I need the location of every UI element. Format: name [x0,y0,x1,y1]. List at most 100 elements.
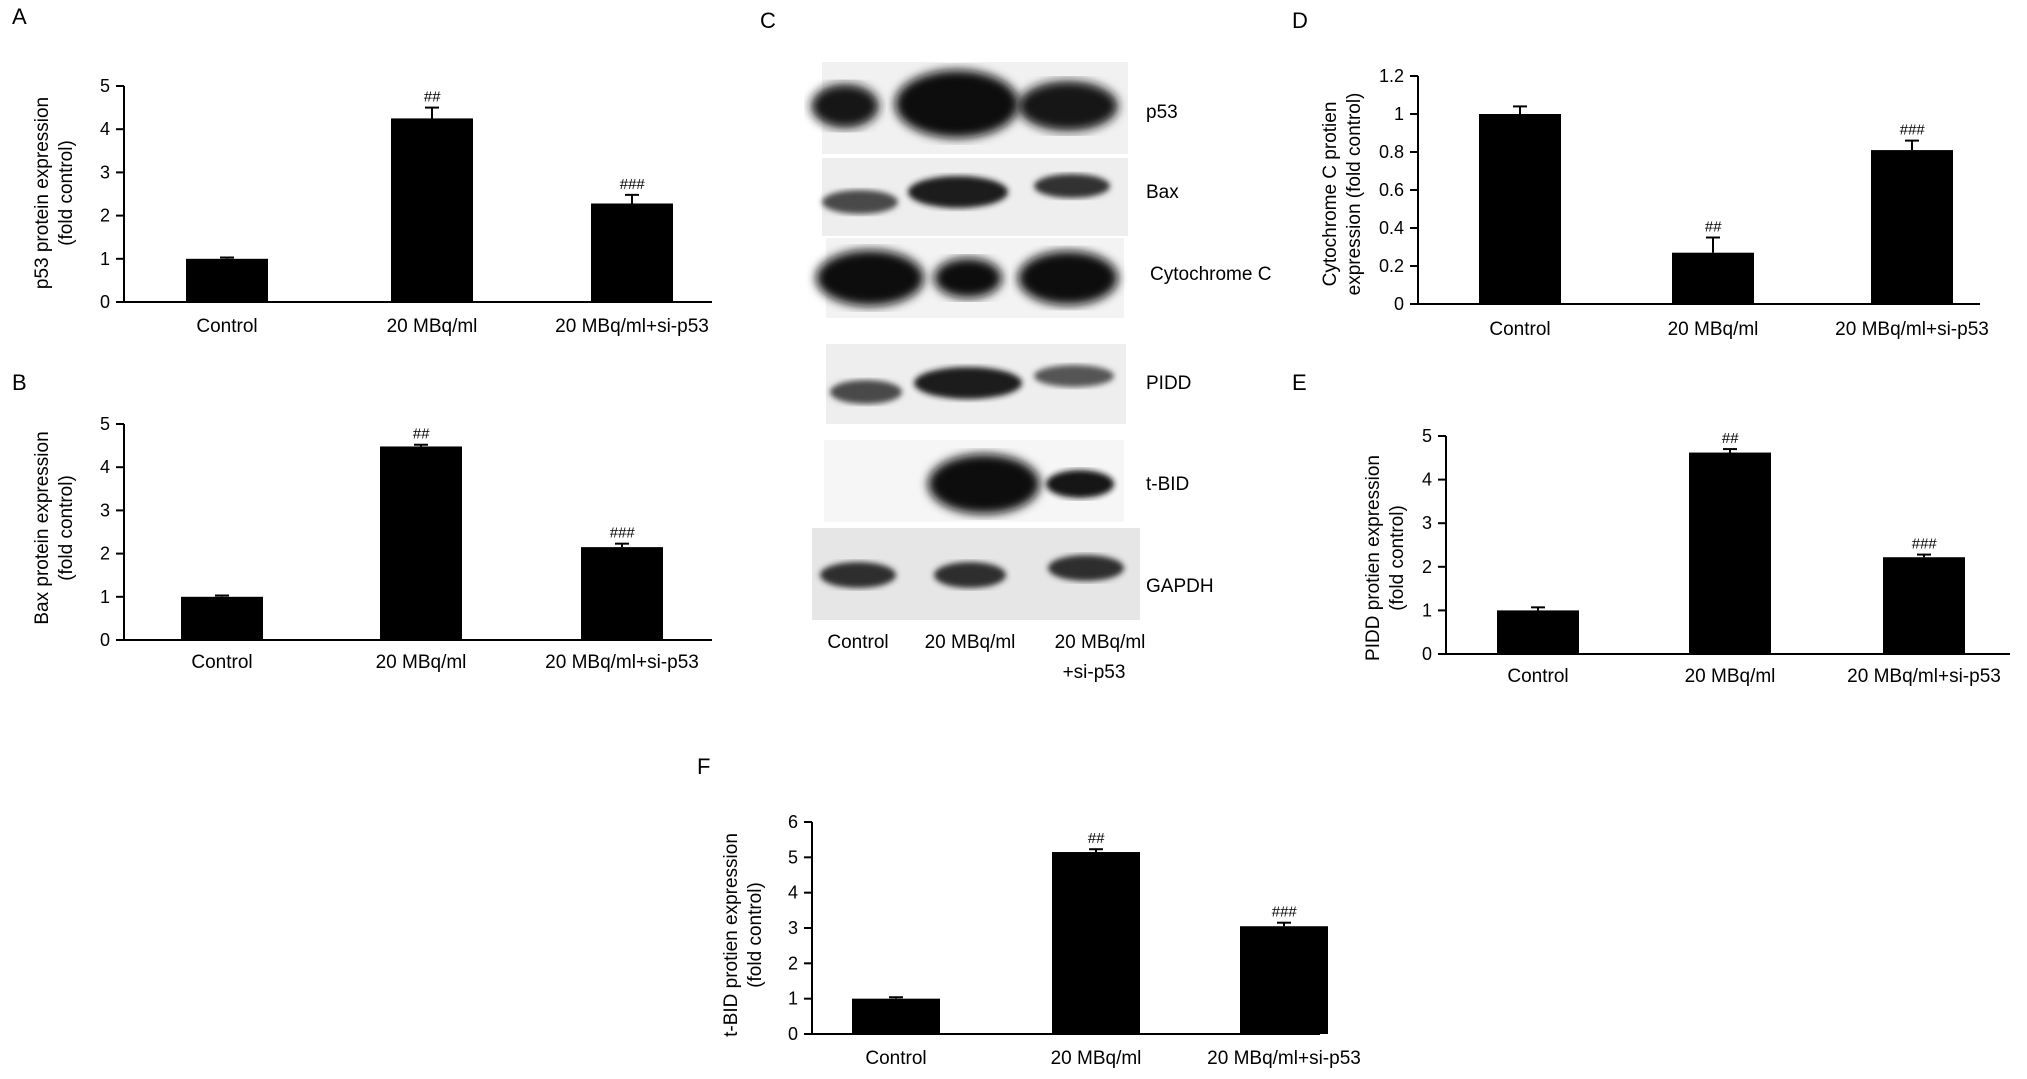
y-tick-label: 2 [100,206,110,226]
significance-mark: ### [1911,536,1937,553]
category-label: 20 MBq/ml [1668,319,1759,340]
y-tick-label: 3 [1422,513,1432,533]
y-tick-label: 0.8 [1379,142,1404,162]
y-tick-label: 1.2 [1379,66,1404,86]
bar-f-1 [1052,852,1140,1034]
band-cytc-20mbq [934,258,1002,298]
y-tick-label: 5 [100,76,110,96]
bar-f-2 [1240,926,1328,1034]
bar-chart-f: 0 1 2 3 4 5 6 Control ## 20 MBq/ml ### 20 MBq/ml+si… [788,812,1361,1069]
ylabel-f-line1: t-BID protien expression [721,833,742,1037]
category-label: 20 MBq/ml+si-p53 [1207,1048,1361,1069]
blot-label-tbid: t-BID [1146,474,1189,495]
ylabel-f-line2: (fold control) [745,882,766,988]
band-tbid-20mbq [928,454,1040,514]
y-tick-label: 2 [100,544,110,564]
y-tick-label: 0 [788,1024,798,1044]
category-label: 20 MBq/ml+si-p53 [545,652,699,673]
y-tick-label: 5 [100,414,110,434]
bar-b-0 [181,596,263,640]
y-tick-label: 0.4 [1379,218,1404,238]
ylabel-d-line2: expression (fold control) [1344,93,1365,296]
panel-letter-d: D [1292,8,1308,33]
band-gapdh-20mbq [934,562,1006,588]
significance-mark: ### [1899,122,1925,139]
band-gapdh-control [820,562,896,588]
ylabel-d: Cytochrome C protien expression (fold co… [1320,93,1365,296]
bar-e-2 [1883,557,1965,654]
ylabel-d-line1: Cytochrome C protien [1320,102,1341,287]
band-cytc-control [816,250,924,306]
bar-f-0 [852,998,940,1034]
band-bax-20mbq [908,176,1008,208]
category-label: Control [1507,666,1568,687]
y-tick-label: 2 [788,953,798,973]
bar-d-1 [1672,252,1754,304]
blot-label-cytochrome-c: Cytochrome C [1150,264,1271,285]
category-label: 20 MBq/ml [1051,1048,1142,1069]
bar-b-1 [380,446,462,640]
bar-chart-b: 0 1 2 3 4 5 Control ## 20 MBq/ml ### 20 MBq/ml+si-… [100,414,712,673]
blot-label-bax: Bax [1146,182,1179,203]
panel-letter-b: B [12,370,27,395]
y-tick-label: 1 [1394,104,1404,124]
y-tick-label: 6 [788,812,798,832]
ylabel-e-line1: PIDD protien expression [1363,455,1384,661]
ylabel-a-line1: p53 protein expression [32,97,53,289]
y-tick-label: 0 [100,630,110,650]
y-tick-label: 3 [788,918,798,938]
significance-mark: ### [619,176,645,193]
category-label: Control [865,1048,926,1069]
band-pidd-sip53 [1034,365,1114,387]
blot-label-p53: p53 [1146,102,1178,123]
band-p53-20mbq [895,70,1019,138]
significance-mark: ### [1271,904,1297,921]
y-tick-label: 4 [100,457,110,477]
blot-label-pidd: PIDD [1146,373,1191,394]
significance-mark: ### [609,525,635,542]
ylabel-b: Bax protein expression (fold control) [32,431,77,624]
significance-mark: ## [413,426,430,443]
y-tick-label: 1 [788,989,798,1009]
ylabel-e-line2: (fold control) [1387,505,1408,611]
category-label: 20 MBq/ml+si-p53 [1835,319,1989,340]
bar-e-1 [1689,452,1771,654]
significance-mark: ## [1088,830,1105,847]
ylabel-a-line2: (fold control) [56,140,77,246]
bar-chart-e: 0 1 2 3 4 5 Control ## 20 MBq/ml ### 20 MBq/ml+si-… [1422,426,2010,687]
category-label: 20 MBq/ml [387,316,478,337]
y-tick-label: 3 [100,500,110,520]
bar-a-2 [591,203,673,302]
category-label: Control [1489,319,1550,340]
bar-d-2 [1871,150,1953,304]
y-tick-label: 0 [100,292,110,312]
category-label: 20 MBq/ml [376,652,467,673]
y-tick-label: 4 [1422,470,1432,490]
bar-chart-a: 0 1 2 3 4 5 Control ## 20 MBq/ml ### 20 MBq/ml+si-… [100,76,712,337]
band-p53-control [811,84,879,128]
y-tick-label: 0 [1422,644,1432,664]
band-pidd-20mbq [914,367,1022,399]
y-tick-label: 1 [1422,600,1432,620]
y-tick-label: 5 [788,847,798,867]
panel-letter-a: A [12,4,27,29]
band-tbid-sip53 [1046,470,1114,498]
y-tick-label: 1 [100,249,110,269]
western-blot: p53 Bax Cytochrome C PIDD t-BID GAPDH Co… [811,62,1271,683]
ylabel-a: p53 protein expression (fold control) [32,97,77,289]
y-tick-label: 5 [1422,426,1432,446]
panel-letter-e: E [1292,370,1307,395]
y-tick-label: 0.6 [1379,180,1404,200]
y-tick-label: 0 [1394,294,1404,314]
category-label: 20 MBq/ml [1685,666,1776,687]
y-tick-label: 1 [100,587,110,607]
ylabel-b-line2: (fold control) [56,475,77,581]
panel-letter-c: C [760,8,776,33]
band-gapdh-sip53 [1048,555,1124,581]
band-bax-sip53 [1034,174,1110,198]
panel-letter-f: F [697,754,710,779]
category-label: 20 MBq/ml+si-p53 [555,316,709,337]
ylabel-f: t-BID protien expression (fold control) [721,833,766,1037]
category-label: 20 MBq/ml+si-p53 [1847,666,2001,687]
